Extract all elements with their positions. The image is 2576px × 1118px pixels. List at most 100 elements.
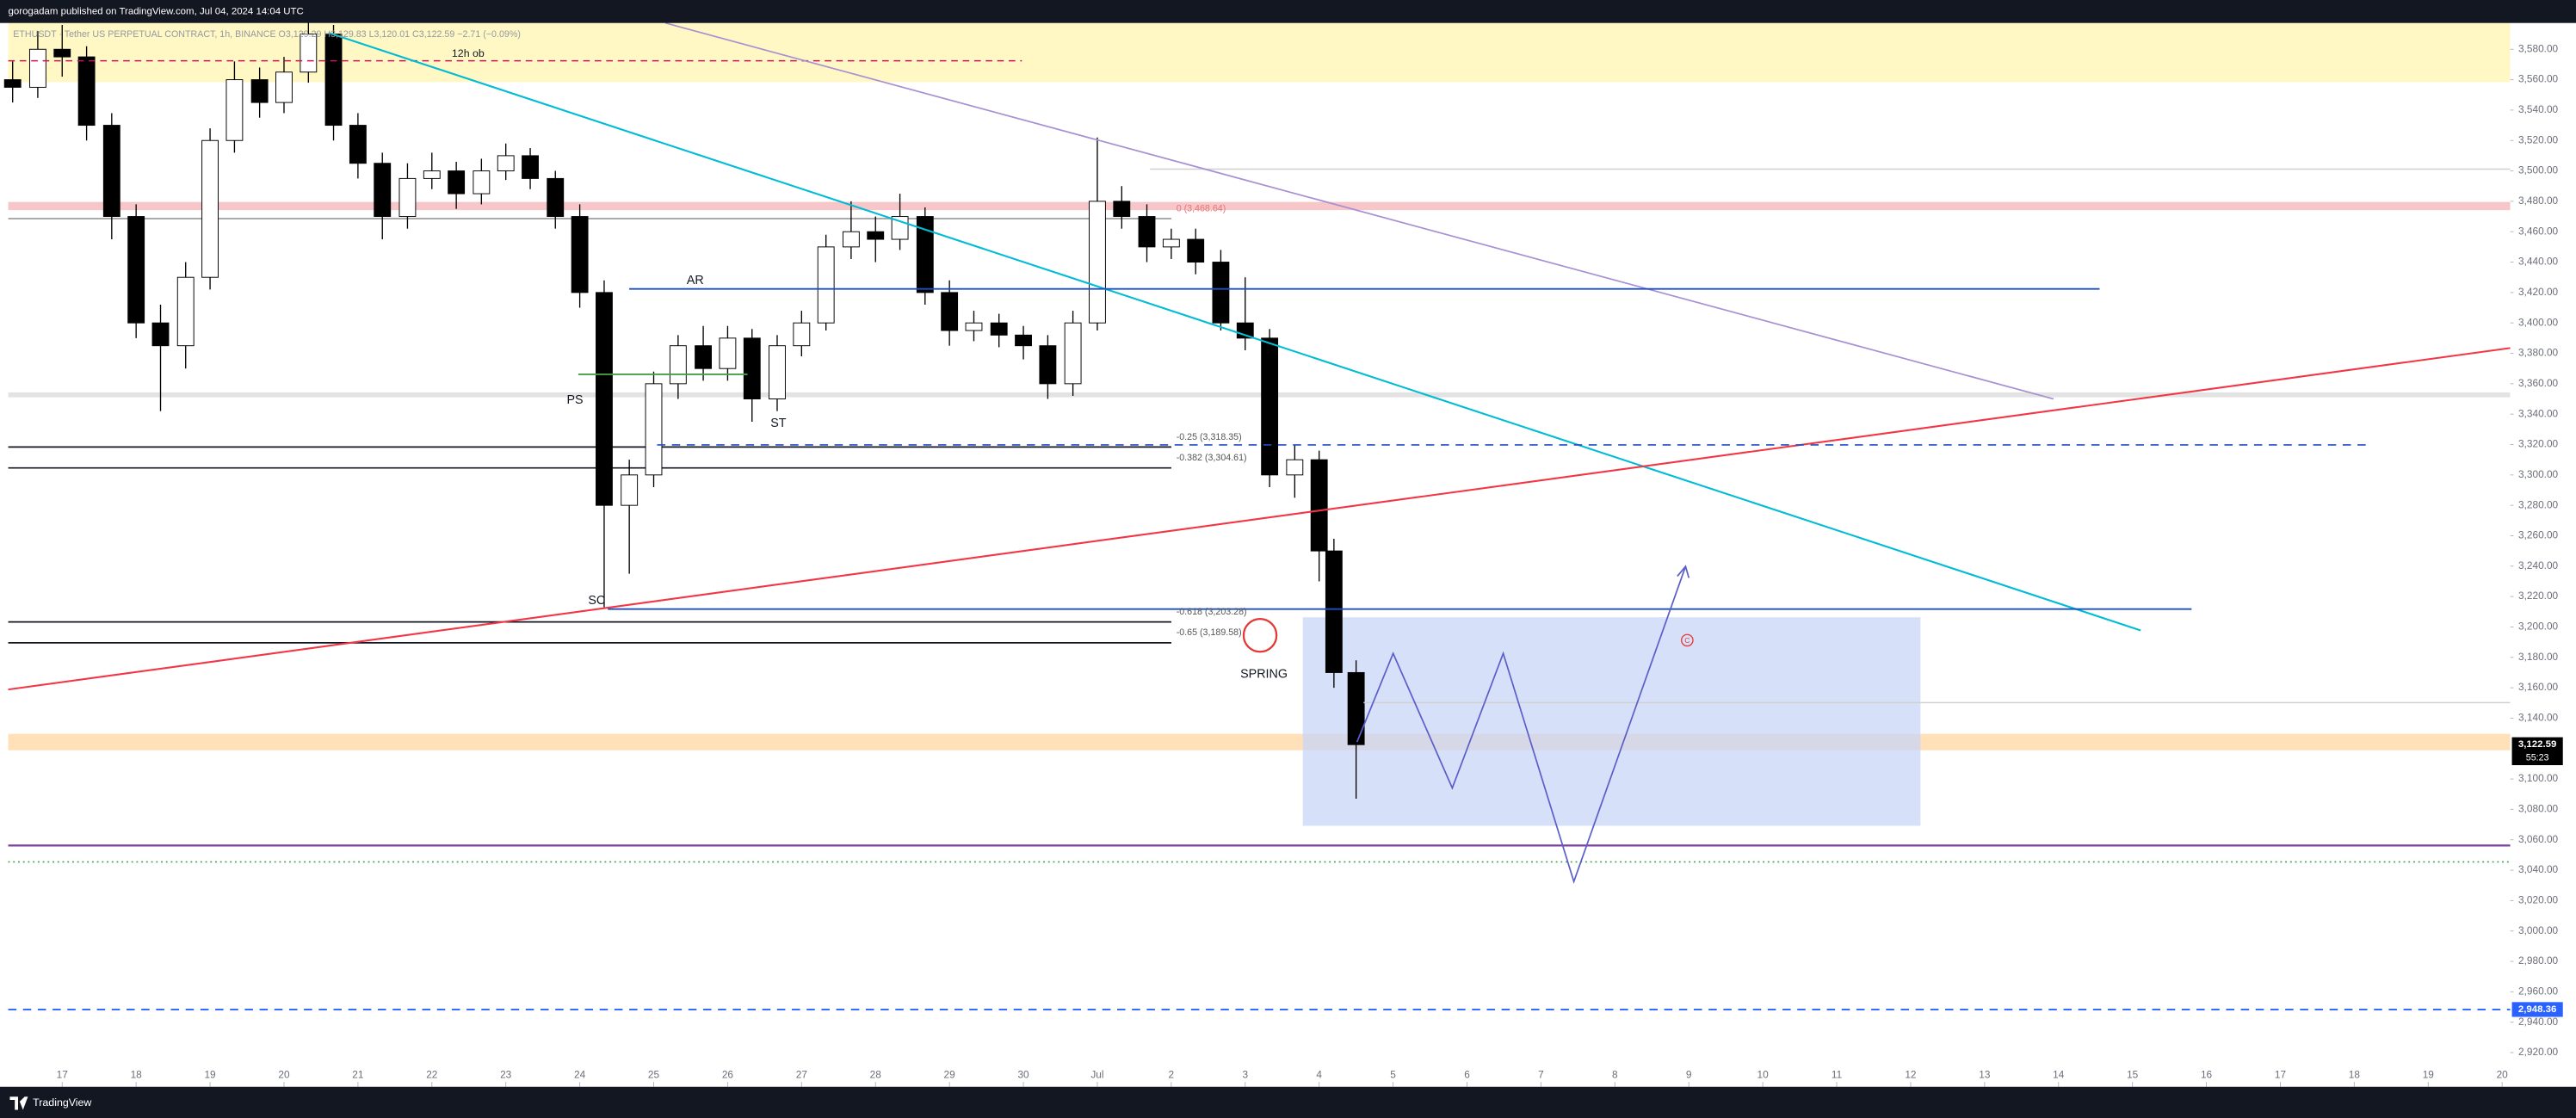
projection-box xyxy=(1302,617,1921,826)
candle-body xyxy=(793,322,811,347)
x-tick-label: 18 xyxy=(131,1069,143,1081)
y-tick-label: 2,960.00 xyxy=(2518,985,2558,997)
candle-body xyxy=(1310,459,1328,552)
y-tick-label: 3,240.00 xyxy=(2518,559,2558,571)
candle-body xyxy=(1138,216,1156,248)
annotation: ST xyxy=(770,417,787,430)
candle-body xyxy=(300,34,318,73)
candle-body xyxy=(53,48,71,58)
y-tick-label: 3,420.00 xyxy=(2518,286,2558,298)
y-tick-label: 3,360.00 xyxy=(2518,377,2558,389)
annotation: SC xyxy=(588,594,605,608)
x-tick-label: 13 xyxy=(1979,1069,1991,1081)
candle-body xyxy=(1162,238,1180,248)
candle-body xyxy=(374,163,392,218)
candle-body xyxy=(28,48,46,88)
demand-zone xyxy=(8,733,2511,750)
x-tick-label: 8 xyxy=(1612,1069,1618,1081)
candle-body xyxy=(176,276,195,347)
x-tick-label: 20 xyxy=(2497,1069,2509,1081)
y-tick-label: 2,980.00 xyxy=(2518,954,2558,967)
x-tick-label: 2 xyxy=(1169,1069,1175,1081)
candle-body xyxy=(965,322,983,331)
candle-body xyxy=(423,170,441,179)
footer-text: TradingView xyxy=(33,1096,91,1109)
candle-body xyxy=(151,322,170,347)
candle-body xyxy=(522,155,539,179)
y-tick-label: 3,300.00 xyxy=(2518,468,2558,480)
candle-body xyxy=(645,383,663,476)
y-tick-label: 3,040.00 xyxy=(2518,863,2558,875)
x-tick-label: 14 xyxy=(2053,1069,2065,1081)
candle-body xyxy=(398,177,417,218)
x-tick-label: 5 xyxy=(1390,1069,1396,1081)
level-badge xyxy=(2511,1002,2563,1017)
candle-body xyxy=(1089,201,1106,324)
y-tick-label: 2,940.00 xyxy=(2518,1016,2558,1028)
y-tick-label: 3,180.00 xyxy=(2518,651,2558,663)
candle-body xyxy=(275,71,293,103)
y-tick-label: 3,020.00 xyxy=(2518,894,2558,906)
x-tick-label: 17 xyxy=(57,1069,68,1081)
x-tick-label: 10 xyxy=(1757,1069,1770,1081)
y-tick-label: 3,080.00 xyxy=(2518,803,2558,815)
candle-body xyxy=(324,34,343,127)
candle-body xyxy=(3,79,22,88)
annotation: AR xyxy=(687,274,704,287)
x-tick-label: 23 xyxy=(500,1069,512,1081)
fib-label: -0.618 (3,203.28) xyxy=(1177,607,1247,617)
x-tick-label: 3 xyxy=(1242,1069,1248,1081)
x-tick-label: 28 xyxy=(870,1069,882,1081)
candle-body xyxy=(743,337,761,399)
candle-body xyxy=(497,155,515,172)
candle-body xyxy=(225,79,244,141)
x-tick-label: 7 xyxy=(1538,1069,1544,1081)
candle-body xyxy=(1039,345,1057,385)
drawings xyxy=(8,22,2511,885)
candle-body xyxy=(1325,550,1343,673)
x-tick-label: 4 xyxy=(1316,1069,1322,1081)
fib-label: -0.25 (3,318.35) xyxy=(1177,432,1242,442)
trend-line xyxy=(664,22,2054,400)
level-label: 2,948.36 xyxy=(2518,1004,2557,1015)
x-tick-label: 20 xyxy=(278,1069,290,1081)
x-tick-label: 11 xyxy=(1832,1069,1842,1081)
ob-zone xyxy=(8,22,2511,83)
x-tick-label: 15 xyxy=(2127,1069,2139,1081)
y-tick-label: 3,560.00 xyxy=(2518,73,2558,85)
y-tick-label: 3,580.00 xyxy=(2518,42,2558,54)
axes: 2,920.00 2,940.00 2,960.00 2,980.00 3,000.00… xyxy=(57,42,2563,1087)
y-tick-label: 2,920.00 xyxy=(2518,1046,2558,1058)
candle-body xyxy=(102,125,120,218)
logo xyxy=(9,1096,28,1110)
y-tick-label: 3,480.00 xyxy=(2518,195,2558,207)
header-bar xyxy=(0,0,2576,23)
candle-body xyxy=(596,292,613,506)
annotation: PS xyxy=(567,393,584,407)
candle-body xyxy=(817,246,835,324)
candle-body xyxy=(916,216,934,293)
candle-body xyxy=(1064,322,1082,385)
trend-line xyxy=(328,32,2141,632)
candle-body xyxy=(250,79,269,103)
projection-path xyxy=(1356,565,1687,885)
annotation: C xyxy=(1684,636,1690,645)
y-tick-label: 3,140.00 xyxy=(2518,712,2558,724)
x-tick-label: 6 xyxy=(1464,1069,1470,1081)
candle-body xyxy=(842,231,860,248)
y-tick-label: 3,320.00 xyxy=(2518,438,2558,450)
y-tick-label: 3,500.00 xyxy=(2518,164,2558,176)
legend-text: ETHUSDT · Tether US PERPETUAL CONTRACT, … xyxy=(13,29,521,40)
fib-label: -0.382 (3,304.61) xyxy=(1177,453,1247,463)
x-tick-label: 19 xyxy=(2423,1069,2435,1081)
fib-label: 0 (3,468.64) xyxy=(1177,203,1226,213)
candle-body xyxy=(473,170,491,195)
x-tick-label: 25 xyxy=(648,1069,660,1081)
candle-body xyxy=(448,170,466,195)
y-tick-label: 3,280.00 xyxy=(2518,498,2558,510)
price-badge xyxy=(2511,737,2563,766)
x-tick-label: 22 xyxy=(426,1069,437,1081)
x-tick-label: 9 xyxy=(1686,1069,1692,1081)
